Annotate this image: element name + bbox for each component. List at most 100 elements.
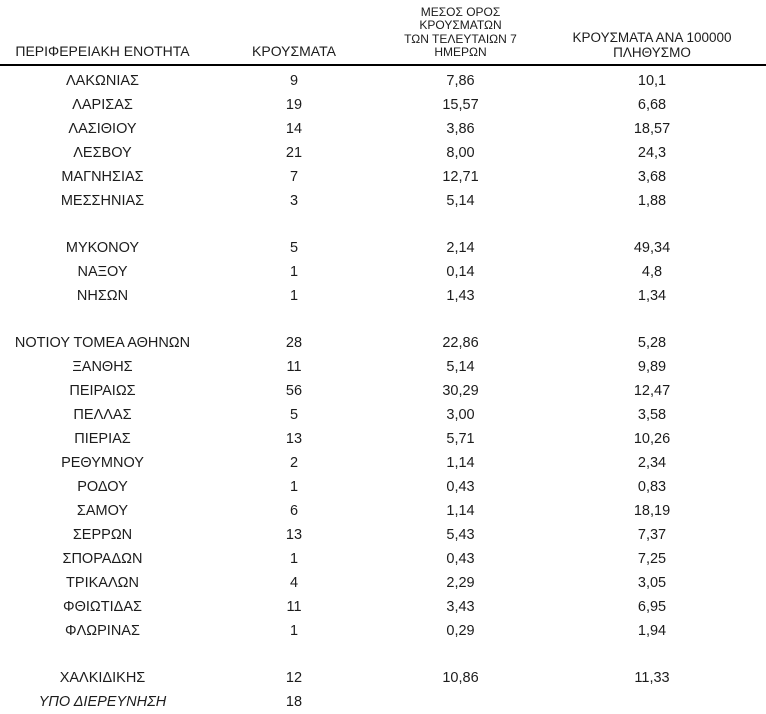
region-cell: ΡΕΘΥΜΝΟΥ <box>61 454 144 471</box>
cases-cell: 5 <box>289 239 299 256</box>
cases-cell: 5 <box>289 406 299 423</box>
column-header-7day-average-line2: ΤΩΝ ΤΕΛΕΥΤΑΙΩΝ 7 ΗΜΕΡΩΝ <box>404 31 517 60</box>
column-header-cases: ΚΡΟΥΣΜΑΤΑ <box>205 6 383 66</box>
region-cell: ΝΗΣΩΝ <box>76 287 129 304</box>
spacer-cell <box>383 308 538 331</box>
per100k-cell: 24,3 <box>637 144 667 161</box>
avg7-cell: 2,29 <box>446 574 475 591</box>
spacer-row <box>0 213 766 236</box>
cases-cell: 1 <box>289 622 299 639</box>
table-row: ΜΕΣΣΗΝΙΑΣ 3 5,14 1,88 <box>0 189 766 213</box>
cases-cell: 56 <box>285 382 303 399</box>
spacer-row <box>0 643 766 666</box>
cases-cell: 2 <box>289 454 299 471</box>
spacer-cell <box>538 213 766 236</box>
avg7-cell: 3,86 <box>446 120 475 137</box>
region-cell: ΞΑΝΘΗΣ <box>72 358 133 375</box>
avg7-cell: 30,29 <box>442 382 479 399</box>
cases-cell: 4 <box>289 574 299 591</box>
avg7-cell: 1,14 <box>446 502 475 519</box>
table-row: ΝΟΤΙΟΥ ΤΟΜΕΑ ΑΘΗΝΩΝ 28 22,86 5,28 <box>0 331 766 355</box>
table-row: ΦΘΙΩΤΙΔΑΣ 11 3,43 6,95 <box>0 595 766 619</box>
table-row: ΠΕΙΡΑΙΩΣ 56 30,29 12,47 <box>0 379 766 403</box>
column-header-7day-average-line1: ΜΕΣΟΣ ΟΡΟΣ ΚΡΟΥΣΜΑΤΩΝ <box>419 5 502 33</box>
spacer-cell <box>538 308 766 331</box>
region-cell: ΛΑΚΩΝΙΑΣ <box>65 72 139 89</box>
cases-cell: 7 <box>289 168 299 185</box>
cases-cell: 1 <box>289 550 299 567</box>
table-row: ΝΗΣΩΝ 1 1,43 1,34 <box>0 284 766 308</box>
per100k-cell: 5,28 <box>637 334 667 351</box>
avg7-cell: 7,86 <box>446 72 475 89</box>
per100k-cell: 9,89 <box>637 358 667 375</box>
table-row: ΛΕΣΒΟΥ 21 8,00 24,3 <box>0 141 766 165</box>
table-row: ΤΡΙΚΑΛΩΝ 4 2,29 3,05 <box>0 571 766 595</box>
per100k-cell: 6,95 <box>637 598 667 615</box>
cases-cell: 18 <box>285 693 303 710</box>
avg7-cell: 2,14 <box>446 239 475 256</box>
spacer-cell <box>538 643 766 666</box>
per100k-cell: 11,33 <box>634 669 670 686</box>
table-row: ΞΑΝΘΗΣ 11 5,14 9,89 <box>0 355 766 379</box>
table-row: ΜΥΚΟΝΟΥ 5 2,14 49,34 <box>0 236 766 260</box>
avg7-cell: 0,43 <box>446 550 475 567</box>
per100k-cell: 10,26 <box>633 430 671 447</box>
table-row: ΠΕΛΛΑΣ 5 3,00 3,58 <box>0 403 766 427</box>
cases-cell: 19 <box>285 96 303 113</box>
column-header-per-100k-line2: ΠΛΗΘΥΣΜΟ <box>613 44 691 60</box>
table-row: ΛΑΚΩΝΙΑΣ 9 7,86 10,1 <box>0 65 766 93</box>
region-cell: ΝΑΞΟΥ <box>77 263 128 280</box>
region-cell: ΠΕΛΛΑΣ <box>73 406 132 423</box>
region-cell: ΥΠΟ ΔΙΕΡΕΥΝΗΣΗ <box>38 693 167 710</box>
region-cell: ΧΑΛΚΙΔΙΚΗΣ <box>59 669 146 686</box>
per100k-cell: 1,34 <box>637 287 667 304</box>
cases-cell: 11 <box>286 598 302 615</box>
avg7-cell: 1,43 <box>446 287 475 304</box>
spacer-cell <box>205 308 383 331</box>
avg7-cell: 3,00 <box>446 406 475 423</box>
spacer-row <box>0 308 766 331</box>
region-cell: ΡΟΔΟΥ <box>77 478 128 495</box>
spacer-cell <box>0 308 205 331</box>
column-header-per-100k: ΚΡΟΥΣΜΑΤΑ ΑΝΑ 100000 ΠΛΗΘΥΣΜΟ <box>538 6 766 66</box>
cases-cell: 1 <box>289 263 299 280</box>
per100k-cell <box>538 690 766 714</box>
avg7-cell: 5,14 <box>446 358 475 375</box>
table-row: ΥΠΟ ΔΙΕΡΕΥΝΗΣΗ 18 <box>0 690 766 714</box>
per100k-cell: 1,94 <box>637 622 667 639</box>
per100k-cell: 0,83 <box>637 478 667 495</box>
region-cell: ΜΥΚΟΝΟΥ <box>65 239 140 256</box>
table-row: ΠΙΕΡΙΑΣ 13 5,71 10,26 <box>0 427 766 451</box>
region-cell: ΦΘΙΩΤΙΔΑΣ <box>63 598 142 615</box>
region-cell: ΛΑΣΙΘΙΟΥ <box>68 120 137 137</box>
region-cell: ΦΛΩΡΙΝΑΣ <box>65 622 140 639</box>
region-cell: ΛΕΣΒΟΥ <box>73 144 132 161</box>
spacer-cell <box>383 643 538 666</box>
per100k-cell: 3,58 <box>637 406 667 423</box>
region-cell: ΜΕΣΣΗΝΙΑΣ <box>60 192 145 209</box>
table-row: ΦΛΩΡΙΝΑΣ 1 0,29 1,94 <box>0 619 766 643</box>
cases-cell: 9 <box>289 72 299 89</box>
table-row: ΡΕΘΥΜΝΟΥ 2 1,14 2,34 <box>0 451 766 475</box>
table-row: ΣΕΡΡΩΝ 13 5,43 7,37 <box>0 523 766 547</box>
avg7-cell: 5,43 <box>446 526 475 543</box>
cases-cell: 6 <box>289 502 299 519</box>
region-cell: ΛΑΡΙΣΑΣ <box>72 96 133 113</box>
cases-cell: 13 <box>285 526 303 543</box>
region-cell: ΠΕΙΡΑΙΩΣ <box>69 382 136 399</box>
cases-cell: 11 <box>286 358 302 375</box>
column-header-region: ΠΕΡΙΦΕΡΕΙΑΚΗ ΕΝΟΤΗΤΑ <box>0 6 205 66</box>
per100k-cell: 7,37 <box>637 526 667 543</box>
per100k-cell: 1,88 <box>637 192 667 209</box>
cases-cell: 1 <box>289 287 299 304</box>
cases-cell: 3 <box>289 192 299 209</box>
table-header-row: ΠΕΡΙΦΕΡΕΙΑΚΗ ΕΝΟΤΗΤΑ ΚΡΟΥΣΜΑΤΑ ΜΕΣΟΣ ΟΡΟ… <box>0 5 766 66</box>
per100k-cell: 7,25 <box>637 550 667 567</box>
table-row: ΛΑΣΙΘΙΟΥ 14 3,86 18,57 <box>0 117 766 141</box>
table-row: ΣΑΜΟΥ 6 1,14 18,19 <box>0 499 766 523</box>
cases-cell: 28 <box>285 334 303 351</box>
avg7-cell: 10,86 <box>442 669 479 686</box>
region-cell: ΤΡΙΚΑΛΩΝ <box>66 574 139 591</box>
spacer-cell <box>205 213 383 236</box>
